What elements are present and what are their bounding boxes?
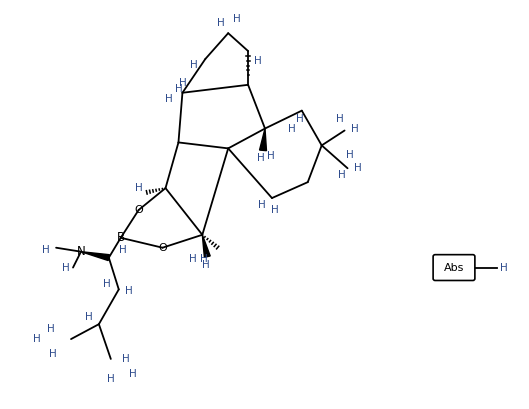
Text: H: H xyxy=(175,84,183,94)
Text: H: H xyxy=(336,114,343,124)
Text: H: H xyxy=(119,245,126,255)
Polygon shape xyxy=(81,252,110,261)
Text: H: H xyxy=(107,374,115,384)
Text: H: H xyxy=(188,254,196,264)
Text: H: H xyxy=(135,183,142,193)
Text: H: H xyxy=(62,263,70,272)
Text: H: H xyxy=(296,114,304,124)
Text: H: H xyxy=(233,14,241,24)
Polygon shape xyxy=(260,128,267,151)
Text: H: H xyxy=(345,151,353,160)
Text: H: H xyxy=(257,153,265,163)
Text: H: H xyxy=(42,245,50,255)
Text: H: H xyxy=(203,260,210,270)
Text: H: H xyxy=(353,163,361,173)
Text: H: H xyxy=(338,170,345,180)
Text: H: H xyxy=(47,324,55,334)
Text: H: H xyxy=(125,286,133,297)
Text: H: H xyxy=(288,124,296,133)
Text: H: H xyxy=(103,279,111,290)
Text: H: H xyxy=(217,18,225,28)
Text: H: H xyxy=(179,78,186,88)
Text: H: H xyxy=(351,124,359,133)
Text: H: H xyxy=(500,263,508,272)
Text: H: H xyxy=(271,205,279,215)
FancyBboxPatch shape xyxy=(433,255,475,281)
Text: H: H xyxy=(49,349,57,359)
Text: B: B xyxy=(117,231,125,244)
Text: H: H xyxy=(165,94,172,104)
Text: H: H xyxy=(122,354,130,364)
Text: O: O xyxy=(158,243,167,253)
Text: Abs: Abs xyxy=(444,263,464,272)
Polygon shape xyxy=(202,235,210,257)
Text: O: O xyxy=(134,205,143,215)
Text: H: H xyxy=(258,200,266,210)
Text: H: H xyxy=(200,254,208,264)
Text: H: H xyxy=(85,312,93,322)
Text: H: H xyxy=(33,334,41,344)
Text: H: H xyxy=(254,56,262,66)
Text: N: N xyxy=(77,245,85,258)
Text: H: H xyxy=(129,369,136,379)
Text: H: H xyxy=(189,60,197,70)
Text: H: H xyxy=(267,151,275,161)
